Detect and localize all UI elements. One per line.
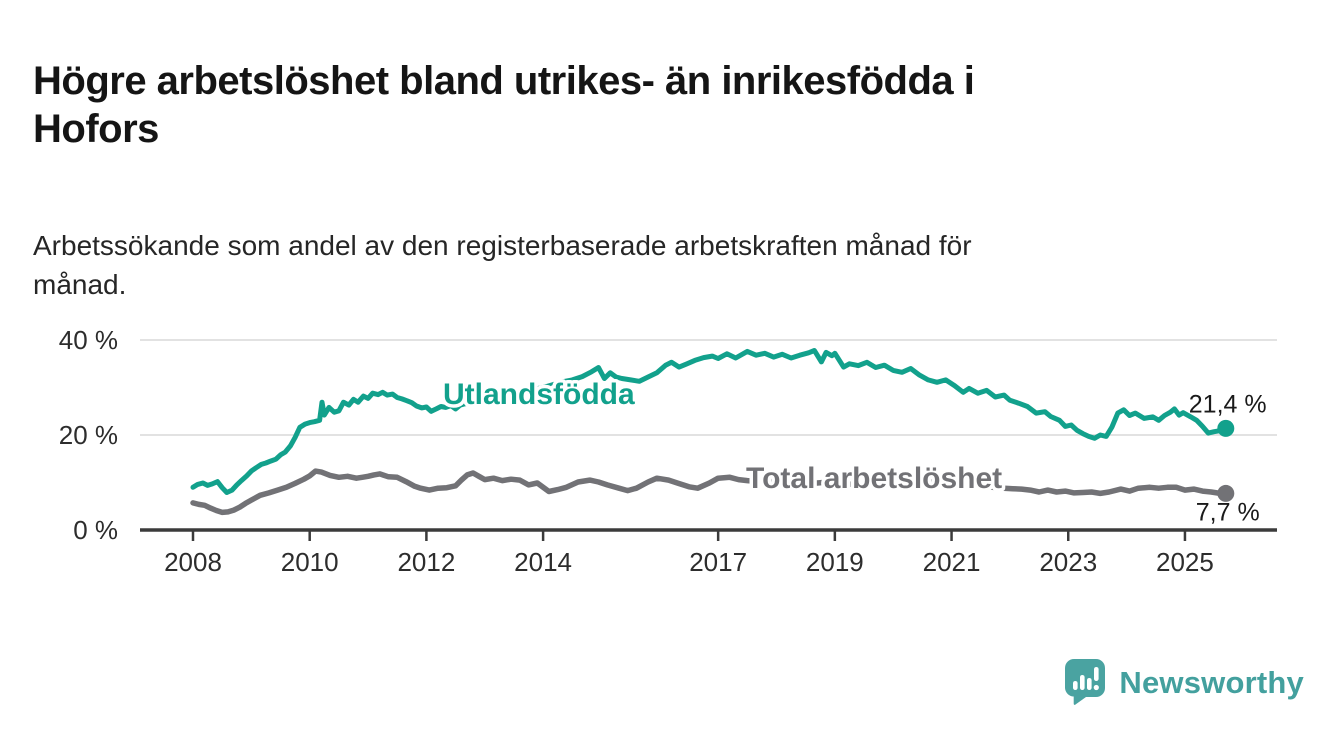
series-end-dot-total-arbetsl-shet	[1217, 484, 1235, 502]
newsworthy-wordmark: Newsworthy	[1119, 664, 1304, 700]
chart-subtitle-line-2: månad.	[33, 269, 127, 300]
x-tick-label: 2023	[1039, 547, 1097, 577]
page-title-line-1: Högre arbetslöshet bland utrikes- än inr…	[33, 58, 975, 103]
page-title: Högre arbetslöshet bland utrikes- än inr…	[33, 57, 1303, 153]
newsworthy-speech-bubble-bar-chart-icon	[1065, 659, 1106, 705]
bar-large	[1087, 678, 1092, 690]
chart-subtitle: Arbetssökande som andel av den registerb…	[33, 226, 1293, 304]
newsworthy-logo: Newsworthy	[1065, 659, 1304, 706]
x-tick-label: 2017	[689, 547, 747, 577]
series-end-value-utlandsf-dda: 21,4 %	[1189, 390, 1267, 418]
speech-bubble-shape	[1065, 659, 1106, 705]
series-label-utlandsf-dda: Utlandsfödda	[443, 378, 635, 411]
exclamation-dot	[1094, 684, 1100, 691]
series-label-total-arbetsl-shet: Total arbetslöshet	[746, 462, 1002, 495]
x-tick-label: 2010	[281, 547, 339, 577]
bar-medium	[1080, 675, 1085, 690]
exclamation-bar	[1094, 667, 1099, 681]
series-end-dot-utlandsf-dda	[1217, 419, 1235, 437]
x-tick-label: 2014	[514, 547, 572, 577]
x-tick-label: 2019	[806, 547, 864, 577]
x-tick-label: 2025	[1156, 547, 1214, 577]
series-line-total-arbetsl-shet	[190, 468, 1229, 516]
x-tick-label: 2021	[923, 547, 981, 577]
x-tick-label: 2008	[164, 547, 222, 577]
chart-subtitle-line-1: Arbetssökande som andel av den registerb…	[33, 230, 972, 261]
y-tick-label: 40 %	[59, 325, 118, 355]
page-title-line-2: Hofors	[33, 106, 159, 151]
x-tick-label: 2012	[397, 547, 455, 577]
y-tick-label: 0 %	[73, 515, 118, 545]
bar-small	[1073, 681, 1078, 690]
y-tick-label: 20 %	[59, 420, 118, 450]
series-end-value-total-arbetsl-shet: 7,7 %	[1196, 498, 1260, 526]
series-line-utlandsf-dda	[190, 348, 1229, 495]
